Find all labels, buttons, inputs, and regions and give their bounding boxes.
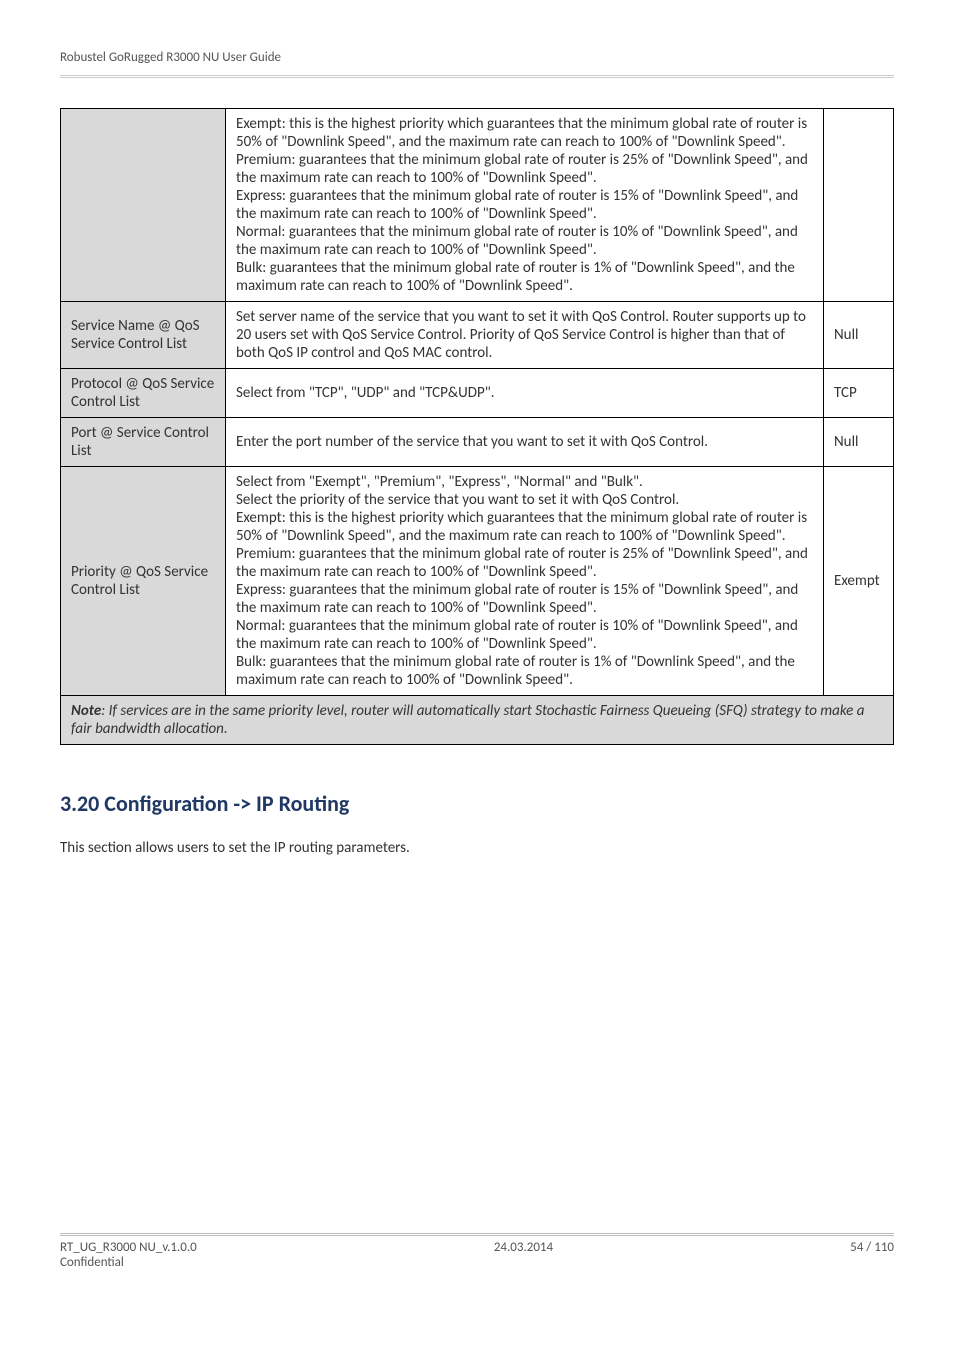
table-note-row: Note: If services are in the same priori… bbox=[61, 696, 894, 745]
section-body: This section allows users to set the IP … bbox=[60, 839, 894, 857]
doc-header: Robustel GoRugged R3000 NU User Guide bbox=[60, 50, 894, 67]
note-bold: Note bbox=[71, 702, 101, 720]
row-default bbox=[824, 109, 894, 302]
table-note-cell: Note: If services are in the same priori… bbox=[61, 696, 894, 745]
footer-page: 54 / 110 bbox=[850, 1240, 894, 1255]
table-row: Protocol @ QoS Service Control ListSelec… bbox=[61, 369, 894, 418]
footer-date: 24.03.2014 bbox=[494, 1240, 553, 1255]
table-row: Service Name @ QoS Service Control ListS… bbox=[61, 302, 894, 369]
footer-confidential: Confidential bbox=[60, 1255, 197, 1270]
table-row: Priority @ QoS Service Control ListSelec… bbox=[61, 467, 894, 696]
row-default: Exempt bbox=[824, 467, 894, 696]
row-default: TCP bbox=[824, 369, 894, 418]
section-title: 3.20 Configuration -> IP Routing bbox=[60, 790, 894, 817]
row-label: Service Name @ QoS Service Control List bbox=[61, 302, 226, 369]
row-label bbox=[61, 109, 226, 302]
row-desc: Enter the port number of the service tha… bbox=[226, 418, 824, 467]
qos-desc-table: Exempt: this is the highest priority whi… bbox=[60, 108, 894, 745]
header-divider bbox=[60, 75, 894, 78]
table-row: Exempt: this is the highest priority whi… bbox=[61, 109, 894, 302]
page-footer: RT_UG_R3000 NU_v.1.0.0 Confidential 24.0… bbox=[60, 1233, 894, 1270]
row-desc: Select from "Exempt", "Premium", "Expres… bbox=[226, 467, 824, 696]
row-label: Port @ Service Control List bbox=[61, 418, 226, 467]
note-rest: : If services are in the same priority l… bbox=[71, 702, 864, 738]
row-label: Priority @ QoS Service Control List bbox=[61, 467, 226, 696]
table-row: Port @ Service Control ListEnter the por… bbox=[61, 418, 894, 467]
row-label: Protocol @ QoS Service Control List bbox=[61, 369, 226, 418]
row-default: Null bbox=[824, 302, 894, 369]
row-desc: Select from "TCP", "UDP" and "TCP&UDP". bbox=[226, 369, 824, 418]
footer-code: RT_UG_R3000 NU_v.1.0.0 bbox=[60, 1240, 197, 1255]
row-default: Null bbox=[824, 418, 894, 467]
row-desc: Exempt: this is the highest priority whi… bbox=[226, 109, 824, 302]
row-desc: Set server name of the service that you … bbox=[226, 302, 824, 369]
